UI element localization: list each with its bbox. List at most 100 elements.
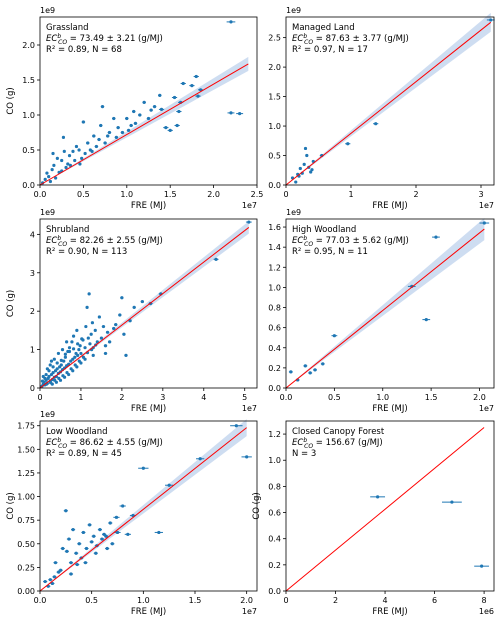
data-point bbox=[450, 500, 454, 504]
y-tick-label: 0.6 bbox=[268, 509, 281, 518]
data-point bbox=[424, 317, 428, 322]
data-point bbox=[229, 111, 233, 115]
data-point bbox=[59, 358, 63, 362]
x-tick-label: 2 bbox=[333, 596, 338, 605]
axes-frame bbox=[39, 420, 258, 592]
y-tick-label: 0.75 bbox=[17, 516, 35, 525]
ec-symbol: EC bbox=[46, 438, 57, 448]
data-point bbox=[52, 163, 56, 167]
panel-1: 0 1 2 3 0.0 0.5 1.0 1.5 2.0 2.5 FRE (MJ) 1e9 1e7 Mana… bbox=[268, 6, 495, 211]
x-exponent: 1e7 bbox=[479, 404, 494, 413]
data-point bbox=[247, 220, 251, 224]
y-tick-label: 0.00 bbox=[17, 587, 35, 596]
data-point bbox=[84, 324, 88, 329]
ec-superscript: b bbox=[303, 437, 307, 444]
x-tick-label: 6 bbox=[432, 596, 437, 605]
data-point bbox=[48, 179, 53, 184]
data-point bbox=[115, 530, 120, 535]
x-tick-label: 4 bbox=[201, 393, 206, 402]
y-tick-label: 0.0 bbox=[268, 181, 281, 190]
data-point bbox=[63, 352, 67, 356]
data-point bbox=[48, 578, 52, 582]
data-point bbox=[61, 546, 65, 551]
data-point bbox=[49, 381, 53, 385]
data-point bbox=[47, 369, 51, 373]
ec-line: ECb CO = 82.26 ± 2.55 (g/MJ) bbox=[46, 235, 163, 248]
data-point bbox=[78, 344, 82, 348]
data-point bbox=[61, 374, 65, 378]
data-point bbox=[55, 156, 59, 160]
ec-value: = 82.26 ± 2.55 (g/MJ) bbox=[67, 236, 163, 246]
data-point bbox=[48, 363, 52, 367]
data-point bbox=[100, 537, 104, 541]
data-point bbox=[59, 568, 63, 572]
data-point bbox=[149, 108, 153, 112]
data-point bbox=[56, 351, 61, 356]
data-point bbox=[71, 347, 76, 351]
ec-value: = 87.63 ± 3.77 (g/MJ) bbox=[313, 34, 409, 44]
data-point bbox=[309, 170, 313, 174]
data-point bbox=[108, 521, 112, 525]
ec-line: ECb CO = 156.67 (g/MJ) bbox=[292, 437, 383, 450]
panel-2: 0 1 2 3 4 5 0 1 2 3 4 FRE (MJ) CO (g) 1e9 1e7 Shrubland… bbox=[6, 208, 258, 414]
data-point bbox=[61, 135, 66, 139]
data-point bbox=[214, 257, 218, 261]
y-exponent: 1e9 bbox=[40, 410, 55, 419]
fit-line bbox=[39, 63, 249, 186]
y-tick-label: 0.8 bbox=[268, 482, 281, 491]
panel-0: 0.0 0.5 1.0 1.5 2.0 2.5 0.0 0.5 1.0 1.5 2.0 FRE (MJ… bbox=[6, 6, 263, 211]
y-exponent: 1e9 bbox=[286, 6, 301, 15]
data-point bbox=[50, 581, 55, 586]
data-point bbox=[83, 561, 88, 565]
data-point bbox=[62, 359, 66, 363]
data-point bbox=[86, 336, 90, 340]
x-tick-label: 2.0 bbox=[473, 393, 486, 402]
data-point bbox=[489, 18, 493, 22]
data-point bbox=[376, 495, 380, 499]
panel-title: Grassland bbox=[46, 23, 89, 33]
y-tick-label: 1.00 bbox=[17, 493, 35, 502]
data-point bbox=[97, 137, 101, 142]
data-point bbox=[79, 351, 83, 356]
ec-value: = 77.03 ± 5.62 (g/MJ) bbox=[313, 236, 409, 246]
y-tick-label: 1.4 bbox=[268, 243, 281, 252]
panel-3: 0.0 0.5 1.0 1.5 2.0 0.0 0.2 0.4 0.6 0.8 1.0 1.2 1.4 1… bbox=[268, 208, 495, 414]
axes-frame bbox=[285, 218, 495, 389]
panel-title: Shrubland bbox=[46, 225, 89, 235]
data-point bbox=[81, 530, 85, 535]
data-point bbox=[99, 123, 103, 128]
data-point bbox=[44, 372, 48, 377]
data-point bbox=[112, 116, 116, 121]
data-point bbox=[70, 340, 74, 344]
y-tick-label: 0.25 bbox=[17, 563, 35, 572]
x-tick-label: 0.0 bbox=[34, 596, 47, 605]
data-point bbox=[94, 551, 98, 555]
confidence-band bbox=[286, 217, 485, 388]
y-axis-label: CO (g) bbox=[252, 492, 262, 519]
data-point bbox=[83, 151, 87, 156]
x-tick-label: 0.5 bbox=[85, 596, 98, 605]
data-point bbox=[114, 135, 118, 139]
y-tick-label: 1.0 bbox=[268, 456, 281, 465]
data-point bbox=[55, 367, 59, 371]
data-point bbox=[47, 374, 51, 379]
fit-line bbox=[285, 21, 492, 186]
data-point bbox=[157, 530, 161, 535]
data-point bbox=[75, 328, 79, 332]
data-point bbox=[126, 128, 131, 132]
data-point bbox=[303, 364, 307, 368]
data-point bbox=[332, 334, 336, 338]
data-point bbox=[93, 328, 97, 332]
data-point bbox=[434, 235, 438, 239]
y-tick-label: 2.0 bbox=[268, 63, 281, 72]
data-point bbox=[164, 126, 168, 130]
data-point bbox=[60, 158, 64, 163]
x-exponent: 1e7 bbox=[242, 404, 257, 413]
data-point bbox=[141, 466, 145, 470]
x-tick-label: 2 bbox=[413, 190, 418, 199]
axes-frame bbox=[39, 16, 258, 186]
data-point bbox=[45, 171, 49, 175]
data-point bbox=[129, 123, 133, 128]
x-axis-label: FRE (MJ) bbox=[372, 404, 407, 414]
data-point bbox=[75, 562, 79, 567]
